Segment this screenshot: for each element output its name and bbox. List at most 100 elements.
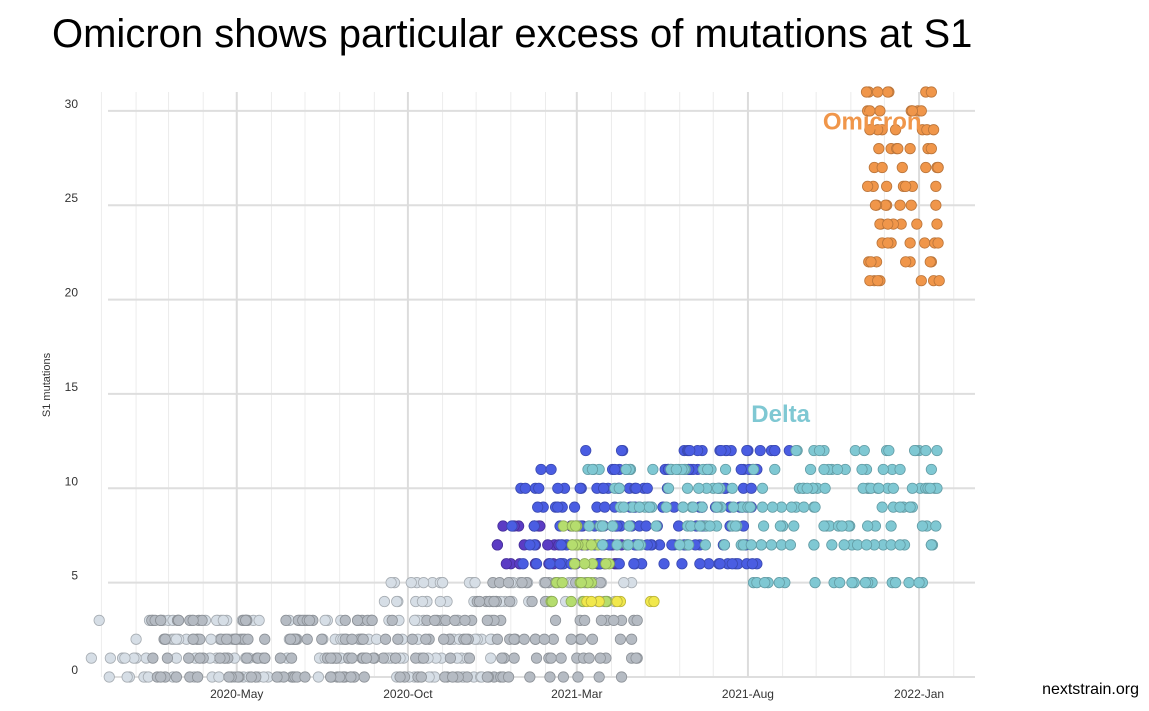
data-point (916, 520, 929, 532)
data-point (530, 558, 543, 570)
data-point (119, 652, 131, 664)
data-point (608, 614, 620, 626)
data-point (873, 482, 885, 494)
data-point (904, 501, 916, 513)
data-point (925, 143, 937, 155)
data-point (459, 614, 471, 626)
data-point (379, 633, 392, 645)
data-point (506, 520, 518, 532)
data-point (609, 463, 621, 476)
data-point (900, 256, 912, 268)
data-point (542, 539, 554, 551)
data-point (552, 482, 564, 494)
series-other-variants-yellow- (581, 595, 660, 608)
data-point (613, 558, 625, 570)
data-point (869, 199, 882, 211)
data-point (345, 671, 357, 683)
data-point (623, 520, 635, 532)
y-tick-label: 20 (65, 286, 79, 300)
data-point (301, 633, 313, 645)
data-point (303, 614, 316, 626)
data-point (757, 520, 770, 532)
data-point (712, 482, 724, 494)
data-point (524, 539, 536, 551)
data-point (873, 143, 885, 155)
data-point (285, 652, 298, 664)
data-point (508, 652, 520, 664)
data-point (658, 558, 670, 570)
data-point (662, 482, 675, 494)
slide-title: Omicron shows particular excess of mutat… (52, 12, 973, 56)
series-early-lineages-alt- (146, 577, 643, 683)
data-point (931, 218, 943, 230)
data-point (535, 463, 547, 476)
data-point (530, 652, 543, 664)
data-point (259, 633, 271, 645)
data-point (798, 501, 810, 513)
data-point (647, 463, 659, 476)
data-point (726, 482, 738, 494)
data-point (598, 482, 610, 494)
data-point (556, 577, 568, 589)
data-point (643, 501, 656, 513)
data-point (385, 577, 397, 589)
data-point (532, 501, 544, 513)
y-tick-label: 15 (65, 380, 79, 394)
data-point (872, 275, 884, 287)
data-point (684, 444, 696, 457)
y-tick-label: 0 (71, 663, 78, 677)
data-point (856, 463, 868, 476)
data-point (702, 463, 714, 476)
data-points (85, 86, 945, 683)
data-point (595, 614, 608, 626)
data-point (905, 199, 917, 211)
data-point (834, 577, 846, 589)
data-point (586, 633, 599, 645)
data-point (583, 652, 595, 664)
data-point (864, 124, 876, 136)
data-point (894, 199, 906, 211)
data-point (386, 614, 398, 626)
data-point (130, 633, 142, 645)
data-point (325, 671, 337, 683)
data-point (676, 558, 688, 570)
data-point (565, 595, 577, 608)
data-point (785, 501, 798, 513)
data-point (183, 652, 195, 664)
data-point (882, 218, 894, 230)
data-point (121, 671, 133, 683)
data-point (648, 595, 660, 608)
data-point (906, 105, 918, 117)
data-point (488, 595, 500, 608)
data-point (415, 671, 427, 683)
data-point (570, 520, 582, 532)
data-point (447, 671, 459, 683)
data-point (93, 614, 105, 626)
data-point (213, 671, 225, 683)
data-point (565, 633, 577, 645)
data-point (628, 558, 640, 570)
data-point (906, 482, 918, 494)
data-point (358, 671, 370, 683)
data-point (615, 444, 628, 457)
data-point (528, 520, 540, 532)
data-point (915, 275, 927, 287)
data-point (417, 577, 430, 589)
chart-grid (100, 92, 975, 678)
data-point (611, 595, 623, 608)
y-tick-label: 25 (65, 191, 79, 205)
data-point (933, 275, 945, 287)
data-point (735, 463, 747, 476)
data-point (485, 652, 497, 664)
data-point (930, 199, 942, 211)
data-point (469, 577, 481, 589)
data-point (491, 633, 503, 645)
data-point (622, 539, 634, 551)
data-point (931, 444, 943, 457)
data-point (518, 633, 530, 645)
data-point (103, 671, 115, 683)
data-point (694, 520, 706, 532)
data-point (545, 463, 557, 476)
data-point (670, 463, 682, 476)
data-point (274, 652, 286, 664)
